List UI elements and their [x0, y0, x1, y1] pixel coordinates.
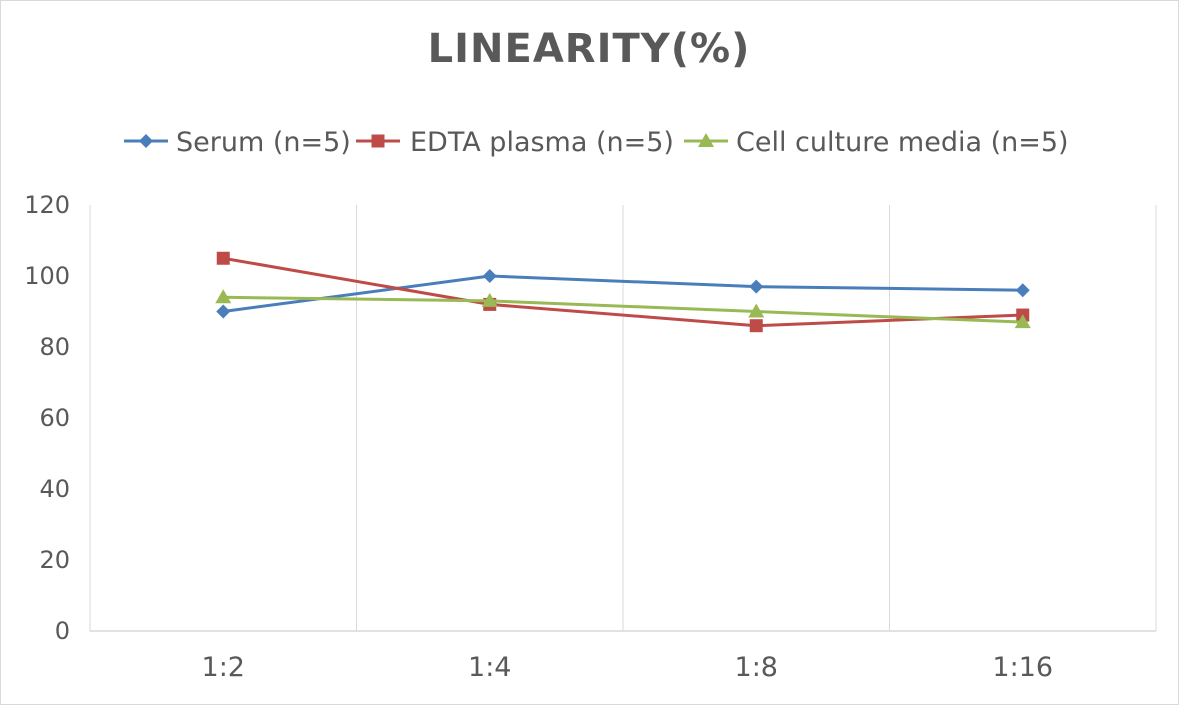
y-tick-label: 100 — [24, 262, 70, 290]
chart-legend: Serum (n=5) EDTA plasma (n=5) Cell culture… — [124, 127, 1069, 158]
data-point — [482, 269, 497, 283]
legend-label: Serum (n=5) — [176, 127, 351, 158]
x-axis: 1:2 1:4 1:8 1:16 — [202, 652, 1054, 683]
y-tick-label: 40 — [39, 475, 70, 503]
data-point — [749, 279, 764, 294]
legend-marker — [371, 134, 385, 148]
data-point — [216, 251, 230, 265]
y-tick-label: 20 — [39, 546, 70, 574]
x-tick-label: 1:2 — [202, 652, 245, 683]
data-point — [216, 304, 231, 319]
legend-item: Serum (n=5) — [124, 127, 351, 158]
legend-label: Cell culture media (n=5) — [736, 127, 1069, 158]
legend-item: EDTA plasma (n=5) — [356, 127, 674, 158]
series-line — [222, 256, 1023, 328]
series-2 — [215, 289, 1031, 329]
y-tick-label: 80 — [39, 333, 70, 361]
series-line — [223, 274, 1023, 313]
y-tick-label: 60 — [39, 404, 70, 432]
series-0 — [216, 269, 1030, 319]
x-tick-label: 1:16 — [992, 652, 1053, 683]
data-point — [1014, 314, 1031, 329]
y-tick-label: 120 — [24, 191, 70, 219]
data-point — [481, 292, 498, 307]
chart-title: LINEARITY(%) — [428, 26, 751, 72]
data-point — [748, 303, 765, 318]
data-point — [1015, 283, 1030, 298]
series-line — [223, 295, 1023, 324]
x-tick-label: 1:4 — [468, 652, 511, 683]
y-axis: 0 20 40 60 80 100 120 — [24, 191, 70, 645]
grid — [89, 205, 1157, 632]
legend-marker — [698, 133, 714, 147]
legend-marker — [139, 134, 153, 148]
y-tick-label: 0 — [55, 617, 70, 645]
legend-label: EDTA plasma (n=5) — [410, 127, 674, 158]
legend-item: Cell culture media (n=5) — [684, 127, 1069, 158]
data-point — [215, 289, 232, 304]
series-1 — [216, 251, 1030, 333]
data-point — [749, 319, 763, 333]
x-tick-label: 1:8 — [735, 652, 778, 683]
series-layer — [215, 251, 1031, 333]
